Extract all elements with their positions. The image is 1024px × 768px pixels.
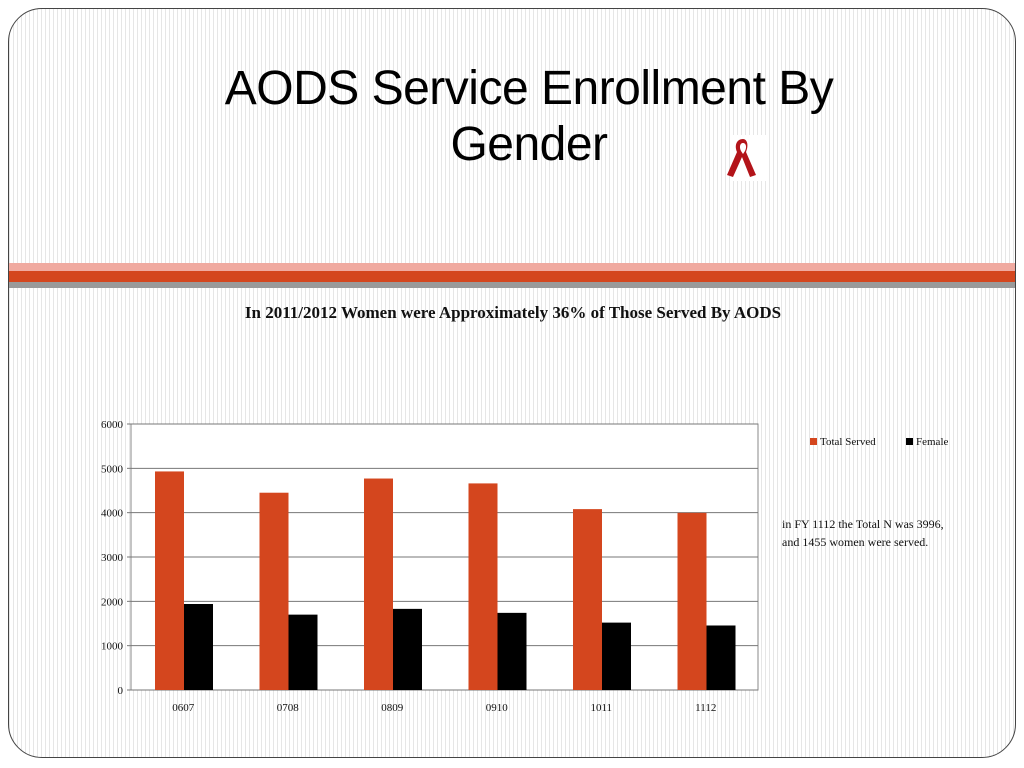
bar-total-served: [468, 483, 498, 690]
legend-label: Total Served: [820, 436, 876, 448]
bar-total-served: [155, 471, 184, 690]
y-tick-label: 2000: [101, 596, 124, 608]
enrollment-bar-chart: 0 1000 2000 3000 4000 5000 6000 0607 0708 0809 091…: [101, 419, 948, 714]
bar-total-served: [573, 509, 602, 690]
divider-band-grey: [9, 282, 1015, 288]
title-line-1: AODS Service Enrollment By: [224, 62, 834, 115]
y-tick-label: 3000: [101, 552, 124, 564]
y-tick-label: 5000: [101, 463, 124, 475]
legend-swatch: [906, 438, 913, 445]
divider-band-pink: [9, 263, 1015, 271]
legend-swatch: [810, 438, 817, 445]
x-tick-label: 1112: [695, 702, 716, 714]
bar-female: [706, 625, 736, 690]
slide: AODS Service Enrollment By Gender In 201…: [8, 8, 1016, 758]
x-tick-label: 0910: [486, 702, 509, 714]
slide-title: AODS Service Enrollment By Gender: [119, 61, 939, 173]
bar-female: [393, 608, 422, 690]
y-tick-label: 0: [118, 685, 124, 697]
y-tick-label: 4000: [101, 508, 124, 520]
chart-subtitle: In 2011/2012 Women were Approximately 36…: [244, 303, 782, 322]
x-tick-label: 0607: [172, 702, 195, 714]
bar-total-served: [259, 492, 289, 690]
bar-total-served: [677, 512, 707, 690]
x-tick-label: 0708: [277, 702, 300, 714]
x-tick-label: 1011: [590, 702, 612, 714]
chart-note: in FY 1112 the Total N was 3996, and 145…: [782, 517, 944, 549]
red-ribbon-icon: [727, 135, 769, 181]
bar-female: [602, 622, 631, 690]
bar-total-served: [364, 478, 393, 690]
bar-female: [497, 612, 527, 690]
y-tick-label: 1000: [101, 641, 124, 653]
bar-female: [184, 603, 213, 690]
x-tick-label: 0809: [381, 702, 404, 714]
divider-band-orange: [9, 271, 1015, 282]
y-tick-label: 6000: [101, 419, 124, 431]
title-line-2: Gender: [450, 118, 608, 171]
bar-female: [288, 614, 318, 690]
legend-label: Female: [916, 436, 948, 448]
